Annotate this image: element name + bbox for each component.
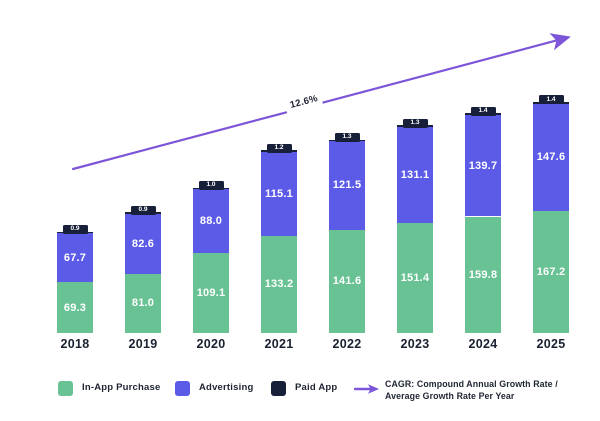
x-axis-label-2021: 2021 [264,337,294,351]
legend-label-advertising: Advertising [199,382,254,393]
value-in-app-purchase-2022: 141.6 [332,275,362,288]
value-paid-app-2020: 1.0 [206,181,216,189]
value-advertising-2025: 147.6 [536,151,566,164]
x-axis-label-2024: 2024 [468,337,498,351]
legend-swatch-advertising [175,381,190,396]
x-axis-label-2020: 2020 [196,337,226,351]
paid-app-value-box-2019: 0.9 [130,205,156,215]
value-in-app-purchase-2023: 151.4 [400,271,430,284]
segment-in-app-purchase-2021: 133.2 [261,235,297,333]
segment-advertising-2018: 67.7 [57,233,93,283]
cagr-legend-line1: CAGR: Compound Annual Growth Rate / [385,379,558,389]
value-paid-app-2019: 0.9 [138,205,148,213]
cagr-legend-line2: Average Growth Rate Per Year [385,391,515,401]
value-advertising-2020: 88.0 [199,215,223,228]
segment-in-app-purchase-2020: 109.1 [193,253,229,333]
value-advertising-2018: 67.7 [63,251,87,264]
x-axis-label-2023: 2023 [400,337,430,351]
paid-app-value-box-2022: 1.3 [334,133,360,143]
paid-app-value-box-2024: 1.4 [470,106,496,116]
value-advertising-2019: 82.6 [131,237,155,250]
value-advertising-2024: 139.7 [468,159,498,172]
segment-advertising-2020: 88.0 [193,189,229,254]
segment-in-app-purchase-2022: 141.6 [329,229,365,333]
value-in-app-purchase-2020: 109.1 [196,287,226,300]
legend-label-paid-app: Paid App [295,382,338,393]
cagr-legend-text: CAGR: Compound Annual Growth Rate / Aver… [385,378,585,402]
x-axis-label-2019: 2019 [128,337,158,351]
segment-advertising-2019: 82.6 [125,213,161,274]
value-in-app-purchase-2019: 81.0 [131,297,155,310]
value-in-app-purchase-2024: 159.8 [468,268,498,281]
segment-advertising-2023: 131.1 [397,127,433,223]
value-in-app-purchase-2018: 69.3 [63,301,87,314]
paid-app-value-box-2023: 1.3 [402,118,428,128]
value-advertising-2022: 121.5 [332,179,362,192]
paid-app-value-box-2025: 1.4 [538,95,564,105]
segment-advertising-2021: 115.1 [261,151,297,236]
segment-advertising-2024: 139.7 [465,114,501,217]
paid-app-value-box-2018: 0.9 [62,225,88,235]
legend: In-App Purchase Advertising Paid App CAG… [0,374,600,414]
segment-advertising-2025: 147.6 [533,103,569,212]
segment-in-app-purchase-2025: 167.2 [533,211,569,333]
value-paid-app-2023: 1.3 [410,119,420,127]
segment-advertising-2022: 121.5 [329,141,365,230]
legend-swatch-in-app-purchase [58,381,73,396]
legend-swatch-paid-app [271,381,286,396]
value-advertising-2023: 131.1 [400,168,430,181]
value-paid-app-2025: 1.4 [546,95,556,103]
segment-in-app-purchase-2018: 69.3 [57,282,93,333]
value-paid-app-2024: 1.4 [478,106,488,114]
value-in-app-purchase-2021: 133.2 [264,278,294,291]
value-paid-app-2022: 1.3 [342,133,352,141]
cagr-arrow-icon [354,384,379,394]
paid-app-value-box-2020: 1.0 [198,181,224,191]
paid-app-value-box-2021: 1.2 [266,143,292,153]
x-axis-label-2025: 2025 [536,337,566,351]
x-axis-label-2022: 2022 [332,337,362,351]
value-advertising-2021: 115.1 [265,187,293,200]
legend-label-in-app-purchase: In-App Purchase [82,382,161,393]
value-in-app-purchase-2025: 167.2 [536,266,566,279]
segment-in-app-purchase-2023: 151.4 [397,222,433,333]
x-axis-label-2018: 2018 [60,337,90,351]
value-paid-app-2018: 0.9 [70,225,80,233]
value-paid-app-2021: 1.2 [274,144,284,152]
segment-in-app-purchase-2024: 159.8 [465,216,501,333]
segment-in-app-purchase-2019: 81.0 [125,273,161,333]
